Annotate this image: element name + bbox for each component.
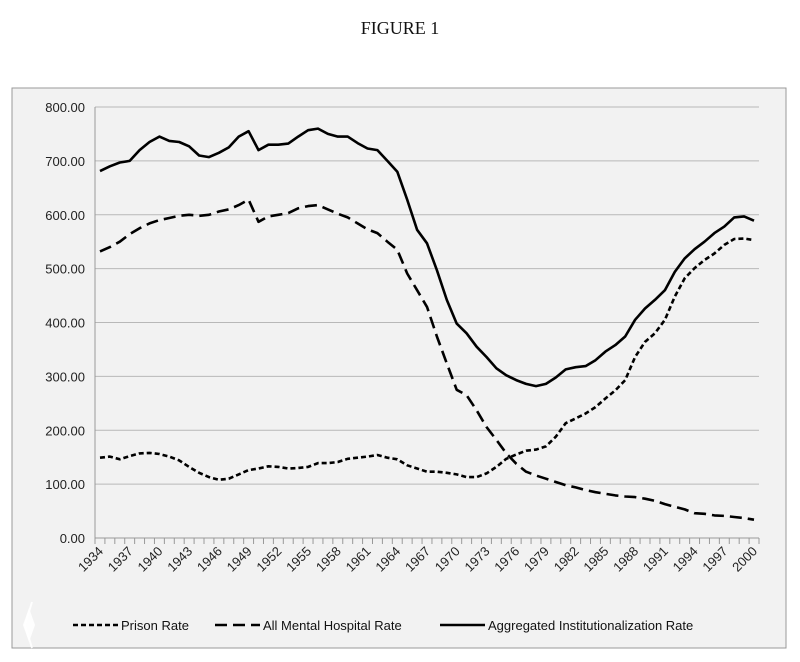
y-tick-label: 700.00 [45,154,85,169]
series-line-all-mental-hospital-rate [99,198,755,521]
y-tick-label: 200.00 [45,423,85,438]
series-line-prison-rate [99,237,755,482]
y-tick-label: 300.00 [45,369,85,384]
figure-title: FIGURE 1 [360,18,440,38]
y-tick-label: 100.00 [45,477,85,492]
legend-label: Prison Rate [121,618,189,633]
legend-label: Aggregated Institutionalization Rate [488,618,693,633]
logo-icon [23,601,35,649]
series-line-aggregated-institutionalization-rate [99,127,755,388]
chart-frame [11,87,787,649]
legend-label: All Mental Hospital Rate [263,618,402,633]
y-tick-label: 600.00 [45,208,85,223]
y-tick-label: 800.00 [45,100,85,115]
y-tick-label: 500.00 [45,262,85,277]
y-tick-label: 0.00 [60,531,85,546]
y-tick-label: 400.00 [45,316,85,331]
